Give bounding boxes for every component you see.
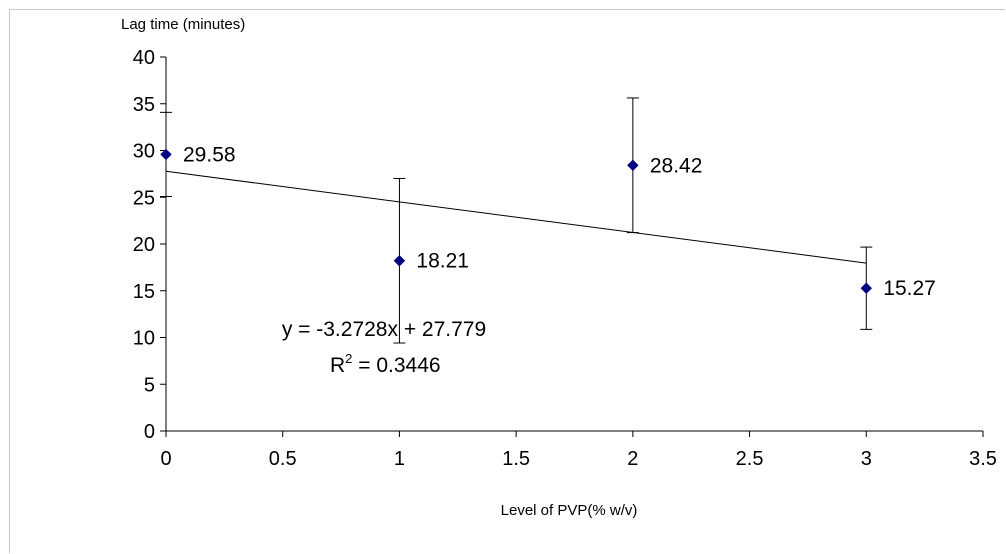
r-squared: R2 = 0.3446 xyxy=(330,351,441,377)
r-squared-prefix: R xyxy=(330,354,345,377)
data-points xyxy=(160,148,872,294)
y-tick-label: 10 xyxy=(133,328,155,350)
data-point-marker xyxy=(160,148,172,161)
x-tick-label: 1 xyxy=(394,448,405,470)
x-tick-label: 2 xyxy=(627,448,638,470)
trendline-group xyxy=(165,170,867,264)
x-tick-label: 3 xyxy=(861,448,872,470)
trendline xyxy=(165,170,867,264)
data-point-marker xyxy=(393,255,406,267)
y-axis-title: Lag time (minutes) xyxy=(121,16,245,33)
y-tick-label: 5 xyxy=(144,374,155,396)
x-tick-label: 1.5 xyxy=(502,448,530,470)
y-tick-label: 0 xyxy=(144,421,155,443)
x-tick-label: 0 xyxy=(160,448,171,470)
data-labels: 29.58 18.21 28.42 15.27 xyxy=(183,143,936,300)
data-label: 28.42 xyxy=(650,154,703,177)
data-point-marker xyxy=(627,159,639,171)
y-tick-label: 35 xyxy=(133,94,155,116)
y-tick-label: 40 xyxy=(133,47,155,69)
x-tick-label: 2.5 xyxy=(736,448,764,470)
x-tick-label: 3.5 xyxy=(969,448,997,470)
data-label: 29.58 xyxy=(183,143,236,166)
data-point-marker xyxy=(860,282,872,294)
data-label: 18.21 xyxy=(416,250,469,273)
r-squared-sup: 2 xyxy=(345,351,352,366)
x-tick-label: 0.5 xyxy=(269,448,297,470)
trend-equation: y = -3.2728x + 27.779 xyxy=(282,318,486,341)
chart-frame xyxy=(9,9,1005,553)
axes: 0 5 10 15 20 25 30 35 40 0 0.5 1 1.5 2 2.5 3 3.5 xyxy=(133,47,997,470)
data-label: 15.27 xyxy=(883,277,936,300)
error-bars xyxy=(160,97,873,344)
x-axis-title: Level of PVP(% w/v) xyxy=(501,502,638,519)
r-squared-value: = 0.3446 xyxy=(352,354,440,377)
y-tick-label: 15 xyxy=(133,281,155,303)
y-tick-label: 30 xyxy=(133,141,155,163)
y-tick-label: 25 xyxy=(133,187,155,209)
y-tick-label: 20 xyxy=(133,234,155,256)
